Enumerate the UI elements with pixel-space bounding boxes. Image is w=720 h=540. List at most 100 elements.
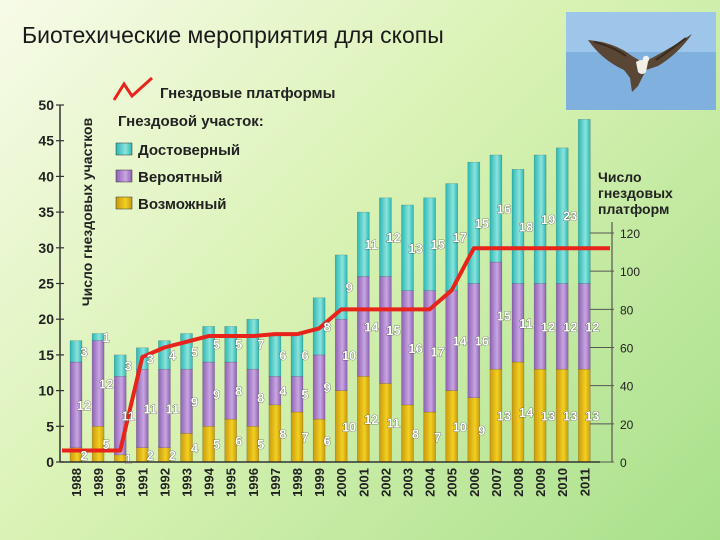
legend-swatch-probable: [115, 169, 133, 183]
bar-value-label: 6: [235, 434, 242, 449]
x-tick-label: 2010: [555, 468, 570, 497]
x-tick-label: 2002: [378, 468, 393, 497]
bar-value-label: 17: [452, 230, 466, 245]
x-tick-label: 1993: [180, 468, 195, 497]
y2-tick-label: 20: [620, 418, 634, 432]
bar-value-label: 6: [301, 348, 308, 363]
y-tick-label: 30: [38, 240, 54, 256]
bar-segment-confirmed: [113, 354, 127, 377]
bar-value-label: 13: [563, 409, 577, 424]
bar-value-label: 15: [430, 237, 444, 252]
bar-value-label: 12: [541, 319, 555, 334]
bar-segment-confirmed: [379, 197, 392, 277]
x-tick-label: 2000: [334, 468, 349, 497]
legend-item-label: Вероятный: [138, 169, 223, 186]
bar-value-label: 13: [585, 409, 599, 424]
x-tick-label: 2005: [445, 468, 460, 497]
bar-value-label: 16: [475, 334, 489, 349]
y-tick-label: 40: [38, 168, 54, 184]
legend-line-label: Гнездовые платформы: [160, 85, 335, 102]
slide-title: Биотехические мероприятия для скопы: [22, 22, 444, 48]
bar-value-label: 10: [452, 419, 466, 434]
bar-value-label: 15: [475, 216, 489, 231]
bar-value-label: 23: [563, 209, 577, 224]
bar-value-label: 12: [99, 376, 113, 391]
bar-value-label: 5: [213, 337, 220, 352]
x-tick-label: 2007: [489, 468, 504, 497]
y2-tick-label: 120: [620, 227, 640, 241]
bar-value-label: 4: [191, 441, 199, 456]
y-tick-label: 45: [38, 133, 54, 149]
bar-value-label: 7: [257, 337, 264, 352]
bar-value-label: 5: [301, 387, 308, 402]
bar-value-label: 14: [519, 405, 534, 420]
bar-segment-confirmed: [357, 211, 370, 277]
x-tick-label: 1998: [290, 468, 305, 497]
bar-value-label: 3: [125, 359, 132, 374]
x-tick-label: 2009: [533, 468, 548, 497]
x-tick-label: 1991: [135, 468, 150, 497]
bar-value-label: 12: [585, 319, 599, 334]
legend-line-swatch: [112, 76, 154, 101]
bar-value-label: 2: [80, 448, 87, 463]
bar-value-label: 16: [408, 341, 422, 356]
y2-tick-label: 40: [620, 380, 634, 394]
bar-value-label: 10: [342, 348, 356, 363]
bar-value-label: 11: [166, 401, 180, 416]
bar-value-label: 1: [125, 451, 132, 466]
bar-value-label: 12: [77, 398, 91, 413]
x-tick-label: 1989: [91, 468, 106, 497]
x-tick-label: 1996: [246, 468, 261, 497]
legend-group-label: Гнездовой участок:: [118, 113, 264, 130]
osprey-photo: [566, 12, 716, 110]
y-tick-label: 50: [38, 97, 54, 113]
bar-value-label: 3: [80, 344, 87, 359]
bar-value-label: 8: [235, 384, 242, 399]
bar-value-label: 9: [191, 394, 198, 409]
bar-segment-confirmed: [423, 197, 436, 291]
bar-value-label: 4: [169, 348, 177, 363]
bar-value-label: 13: [541, 409, 555, 424]
legend-item-label: Возможный: [138, 196, 226, 213]
x-tick-label: 1997: [268, 468, 283, 497]
x-tick-label: 1994: [202, 467, 217, 497]
x-tick-label: 1992: [157, 468, 172, 497]
x-tick-label: 2008: [511, 468, 526, 497]
bar-value-label: 7: [301, 430, 308, 445]
bar-value-label: 15: [386, 323, 400, 338]
bar-value-label: 11: [121, 409, 135, 424]
bar-value-label: 5: [213, 437, 220, 452]
x-tick-label: 1990: [113, 468, 128, 497]
bar-value-label: 5: [235, 337, 242, 352]
y2-tick-label: 80: [620, 303, 634, 317]
bar-value-label: 7: [434, 430, 441, 445]
y2-tick-label: 0: [620, 456, 627, 470]
chart-plot-area: [590, 232, 614, 463]
legend: Гнездовые платформы Гнездовой участок: Дос…: [112, 76, 335, 213]
y-tick-label: 15: [38, 347, 54, 363]
bar-segment-confirmed: [334, 254, 348, 320]
x-tick-label: 2011: [577, 468, 592, 496]
bar-value-label: 5: [191, 344, 198, 359]
bar-value-label: 2: [147, 448, 154, 463]
bar-segment-confirmed: [578, 119, 591, 284]
bar-value-label: 9: [478, 423, 485, 438]
bar-segment-confirmed: [489, 154, 503, 263]
x-tick-label: 2004: [423, 467, 438, 497]
bar-segment-confirmed: [69, 340, 83, 363]
platforms-line-layer: [62, 246, 610, 453]
y-tick-label: 0: [46, 454, 54, 470]
y-tick-label: 5: [46, 418, 54, 434]
bar-value-label: 13: [408, 241, 422, 256]
bar-value-label: 9: [346, 280, 353, 295]
bar-value-label: 8: [412, 426, 419, 441]
legend-item-label: Достоверный: [138, 142, 240, 159]
bar-value-label: 6: [279, 348, 286, 363]
bar-value-label: 16: [497, 202, 511, 217]
bar-segment-confirmed: [511, 169, 525, 284]
y-tick-label: 20: [38, 311, 54, 327]
x-tick-label: 2001: [356, 468, 371, 497]
bar-value-label: 1: [102, 330, 109, 345]
y-tick-label: 10: [38, 383, 54, 399]
